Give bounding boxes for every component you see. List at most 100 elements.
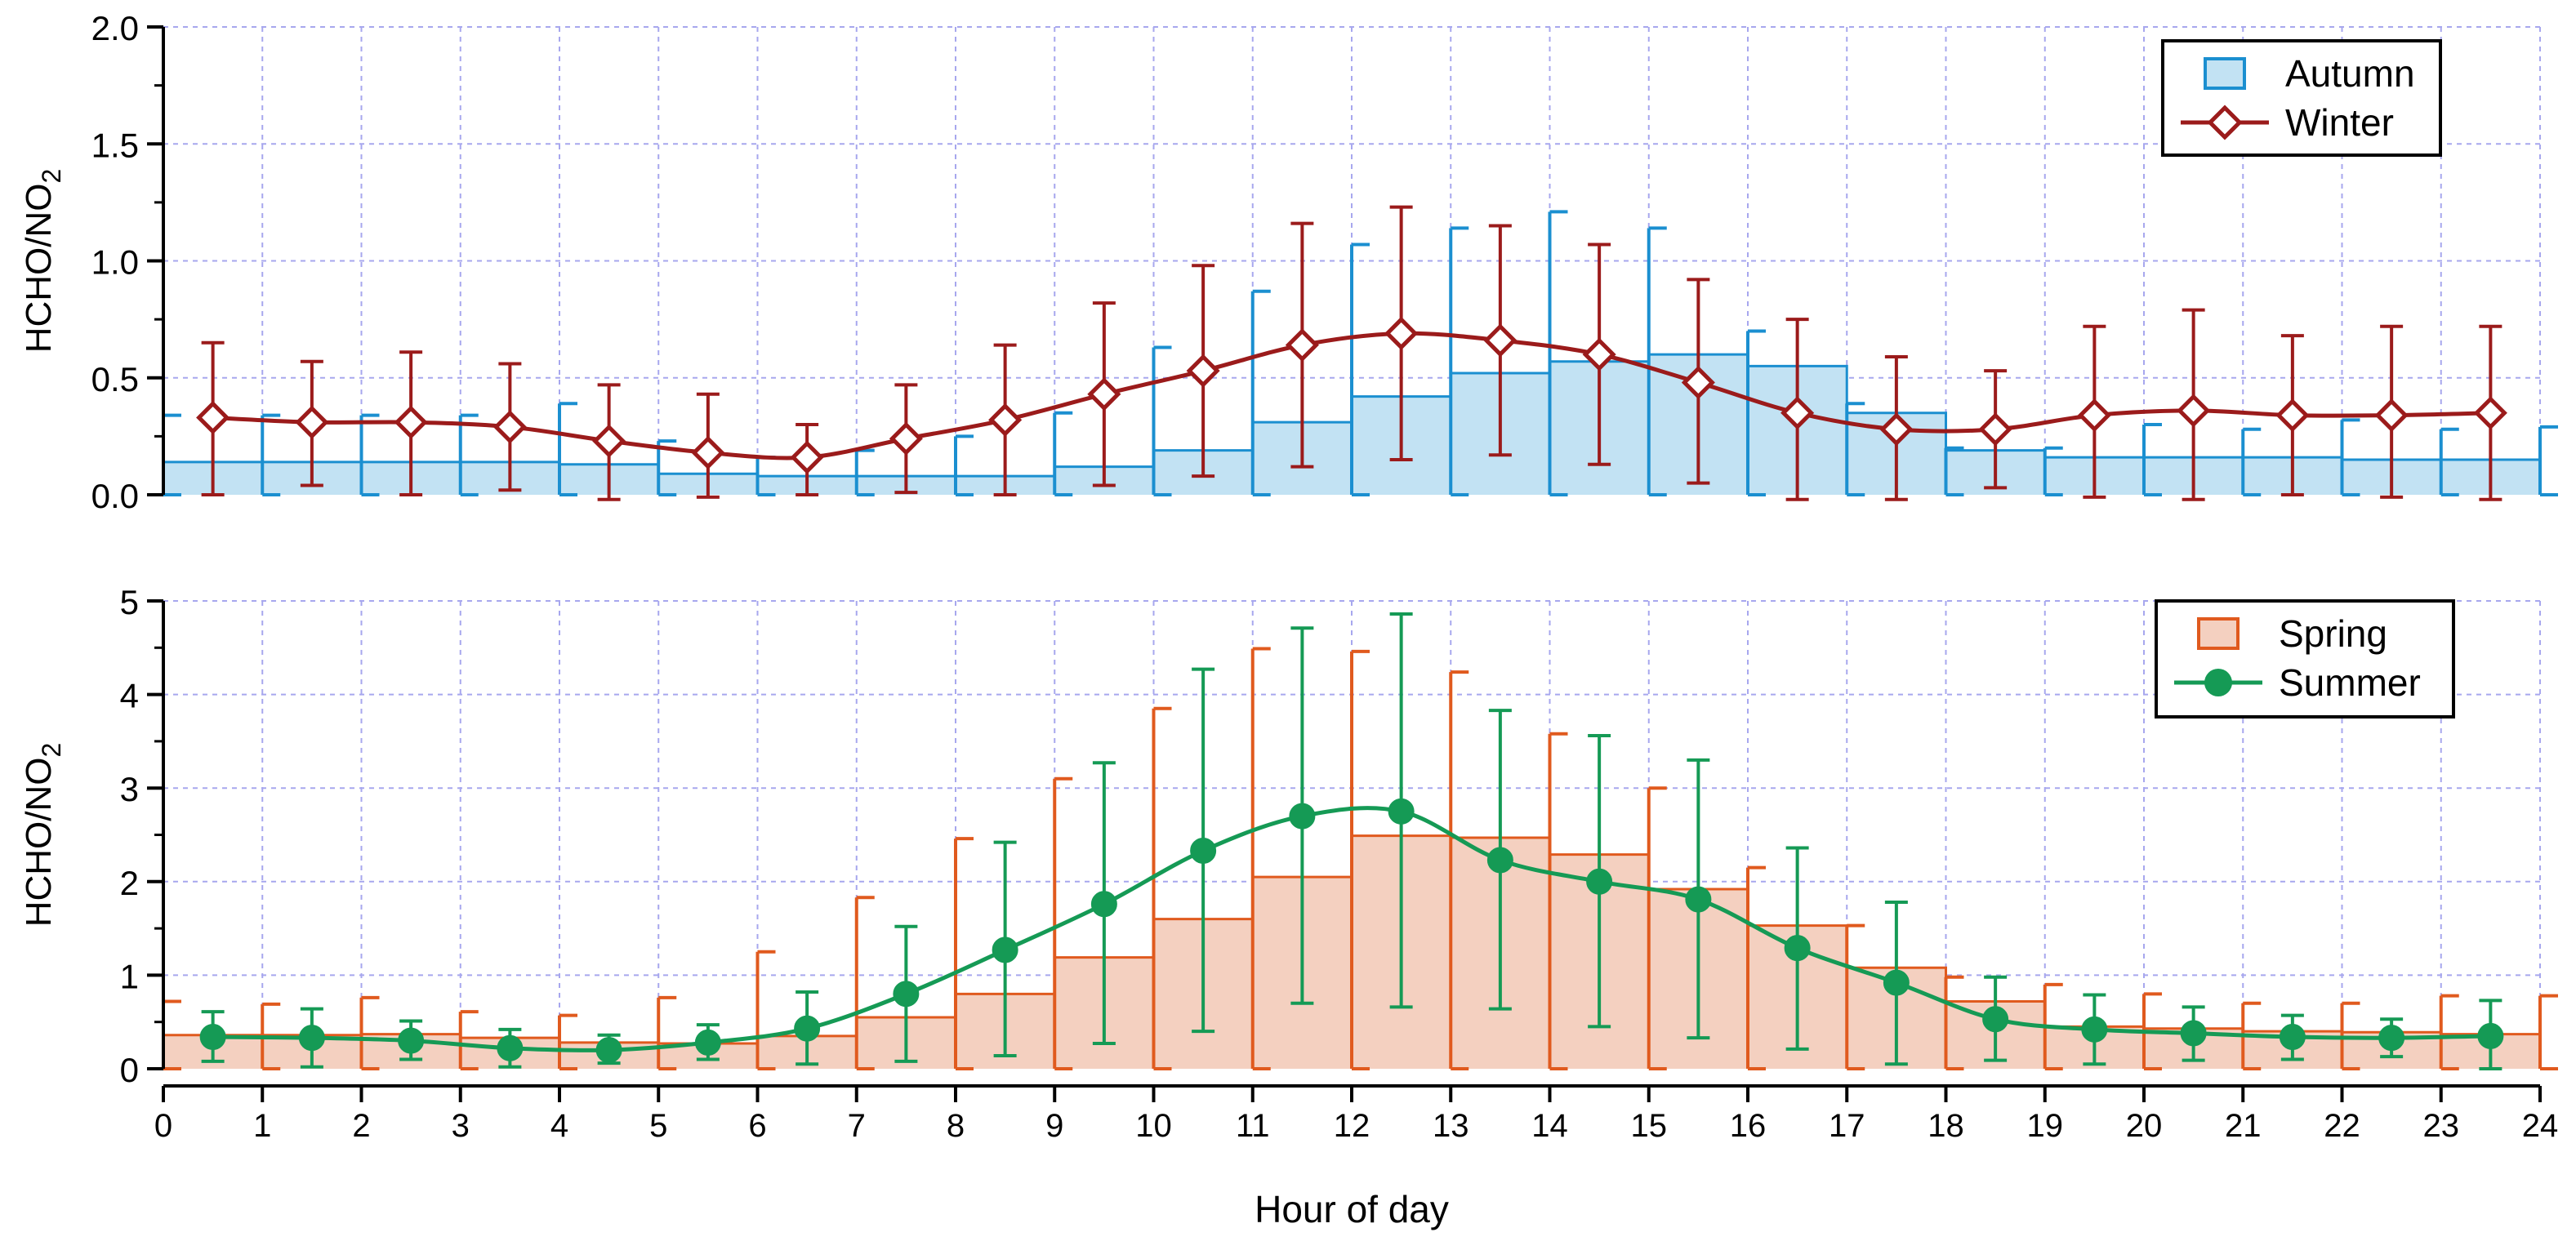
x-tick-label: 5 bbox=[649, 1108, 667, 1144]
data-point bbox=[1879, 412, 1914, 447]
data-point bbox=[893, 981, 920, 1008]
data-point bbox=[790, 440, 824, 474]
data-point bbox=[2279, 1024, 2306, 1051]
y-axis-label: HCHO/NO2 bbox=[19, 743, 66, 928]
legend-label: Spring bbox=[2279, 612, 2387, 655]
autumn-error-bars bbox=[162, 210, 2558, 496]
data-point bbox=[2473, 396, 2507, 430]
data-point bbox=[298, 1025, 325, 1052]
data-point bbox=[2177, 394, 2211, 428]
data-point bbox=[1586, 868, 1613, 895]
x-tick-label: 14 bbox=[1531, 1108, 1568, 1144]
data-point bbox=[595, 1037, 622, 1064]
x-tick-label: 8 bbox=[947, 1108, 965, 1144]
y-tick-label: 0 bbox=[120, 1051, 139, 1089]
x-tick-label: 2 bbox=[352, 1108, 370, 1144]
legend: Autumn Winter bbox=[2161, 39, 2442, 157]
series-spring bbox=[162, 647, 2558, 1070]
data-point bbox=[1384, 316, 1419, 350]
y-tick-label: 3 bbox=[120, 770, 139, 808]
y-tick-label: 1.5 bbox=[91, 126, 139, 164]
x-axis-label: Hour of day bbox=[1255, 1188, 1449, 1230]
data-point bbox=[592, 424, 626, 458]
data-point bbox=[1388, 798, 1415, 825]
x-tick-label: 0 bbox=[154, 1108, 172, 1144]
legend-swatch bbox=[2204, 57, 2246, 90]
x-tick-label: 16 bbox=[1730, 1108, 1767, 1144]
data-point bbox=[1483, 323, 1518, 358]
data-point bbox=[1582, 337, 1616, 371]
y-tick-label: 0.0 bbox=[91, 477, 139, 515]
legend-swatch bbox=[2197, 617, 2240, 650]
data-point bbox=[1685, 886, 1712, 913]
y-tick-label: 1.0 bbox=[91, 243, 139, 282]
y-axis-label-subscript: 2 bbox=[37, 169, 66, 184]
x-tick-label: 13 bbox=[1433, 1108, 1469, 1144]
data-point bbox=[1784, 935, 1811, 962]
x-tick-label: 3 bbox=[452, 1108, 470, 1144]
spring-bars bbox=[163, 835, 2540, 1069]
data-point bbox=[2275, 398, 2310, 433]
data-point bbox=[694, 1029, 721, 1056]
data-point bbox=[2378, 1025, 2405, 1052]
data-point bbox=[1190, 837, 1217, 864]
data-point bbox=[295, 405, 329, 439]
legend-marker bbox=[2207, 105, 2243, 140]
y-axis-label: HCHO/NO2 bbox=[19, 169, 66, 354]
series-autumn bbox=[162, 210, 2558, 496]
x-tick-label: 4 bbox=[550, 1108, 568, 1144]
legend: Spring Summer bbox=[2155, 599, 2455, 718]
data-point bbox=[2081, 1016, 2108, 1043]
data-point bbox=[1289, 803, 1316, 830]
x-tick-label: 23 bbox=[2423, 1108, 2460, 1144]
x-tick-label: 9 bbox=[1045, 1108, 1063, 1144]
data-point bbox=[988, 403, 1023, 437]
data-point bbox=[1285, 328, 1319, 363]
x-tick-label: 22 bbox=[2324, 1108, 2360, 1144]
data-point bbox=[1087, 377, 1121, 412]
legend-marker bbox=[2204, 669, 2232, 696]
x-tick-label: 19 bbox=[2027, 1108, 2064, 1144]
y-tick-label: 5 bbox=[120, 583, 139, 621]
data-point bbox=[1486, 847, 1513, 874]
data-point bbox=[1978, 412, 2012, 447]
y-tick-label: 1 bbox=[120, 957, 139, 995]
y-axis-label-subscript: 2 bbox=[37, 743, 66, 758]
legend-entry-autumn: Autumn bbox=[2204, 52, 2415, 95]
data-point bbox=[398, 1027, 425, 1054]
y-axis-label-main: HCHO/NO bbox=[19, 758, 59, 928]
data-point bbox=[889, 421, 923, 456]
data-point bbox=[492, 410, 527, 444]
x-tick-label: 15 bbox=[1631, 1108, 1668, 1144]
legend-label: Summer bbox=[2279, 661, 2421, 704]
data-point bbox=[2180, 1020, 2207, 1047]
x-tick-label: 11 bbox=[1236, 1108, 1270, 1144]
legend-label: Winter bbox=[2285, 101, 2394, 144]
series-winter bbox=[196, 205, 2507, 501]
data-point bbox=[2477, 1022, 2504, 1049]
winter-markers bbox=[196, 316, 2507, 474]
x-tick-label: 1 bbox=[253, 1108, 271, 1144]
y-tick-label: 2 bbox=[120, 864, 139, 902]
top-panel: 0.0 0.5 1.0 1.5 2.0 HCHO/NO2 Autumn Winter bbox=[19, 9, 2558, 515]
data-point bbox=[2077, 398, 2111, 433]
x-tick-label: 24 bbox=[2522, 1108, 2559, 1144]
y-tick-label: 4 bbox=[120, 677, 139, 715]
data-point bbox=[1681, 365, 1715, 400]
data-point bbox=[394, 405, 428, 439]
data-point bbox=[1883, 969, 1910, 996]
y-tick-label: 0.5 bbox=[91, 360, 139, 398]
data-point bbox=[497, 1034, 524, 1061]
data-point bbox=[2374, 398, 2409, 433]
legend-entry-summer: Summer bbox=[2174, 661, 2421, 704]
data-point bbox=[1780, 396, 1815, 430]
data-point bbox=[1186, 354, 1220, 388]
spring-error-bars bbox=[162, 647, 2558, 1070]
series-summer bbox=[199, 612, 2504, 1070]
x-tick-label: 21 bbox=[2225, 1108, 2262, 1144]
data-point bbox=[794, 1015, 821, 1042]
